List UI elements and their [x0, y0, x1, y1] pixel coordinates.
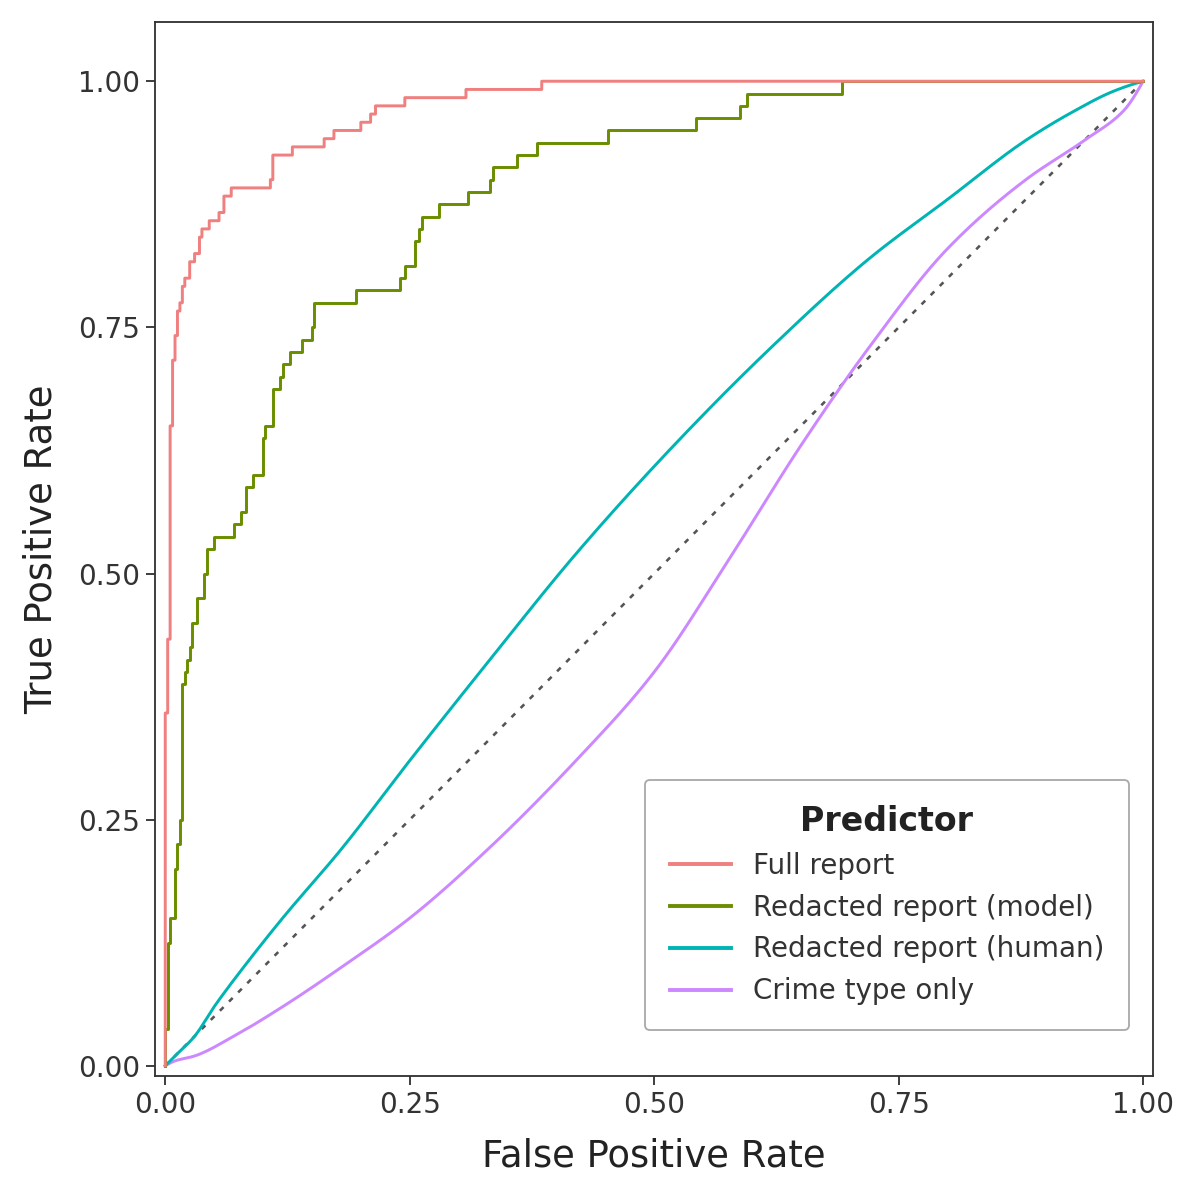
Legend: Full report, Redacted report (model), Redacted report (human), Crime type only: Full report, Redacted report (model), Re… — [645, 780, 1129, 1031]
Y-axis label: True Positive Rate: True Positive Rate — [23, 384, 59, 713]
X-axis label: False Positive Rate: False Positive Rate — [482, 1138, 826, 1174]
